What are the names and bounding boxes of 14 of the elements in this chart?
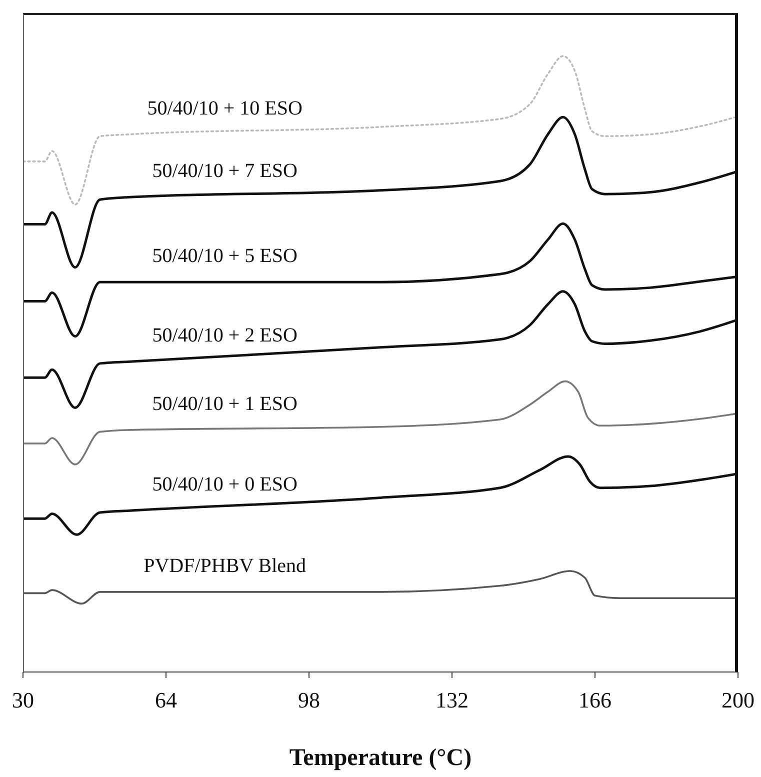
series-label: 50/40/10 + 7 ESO: [152, 160, 298, 182]
series-label: 50/40/10 + 2 ESO: [152, 324, 298, 347]
x-tick-label: 64: [155, 688, 177, 713]
series-label: 50/40/10 + 0 ESO: [152, 474, 298, 496]
x-tick-label: 200: [722, 688, 754, 713]
series-label: 50/40/10 + 1 ESO: [152, 392, 298, 415]
x-tick-label: 166: [578, 688, 612, 713]
x-tick-label: 132: [436, 688, 468, 713]
series-label: 50/40/10 + 10 ESO: [147, 97, 302, 120]
series-label: 50/40/10 + 5 ESO: [152, 245, 298, 268]
series-label: PVDF/PHBV Blend: [144, 554, 306, 577]
x-tick-label: 98: [298, 688, 320, 713]
x-axis-title: Temperature (°C): [289, 745, 472, 771]
x-tick-label: 30: [12, 688, 34, 713]
